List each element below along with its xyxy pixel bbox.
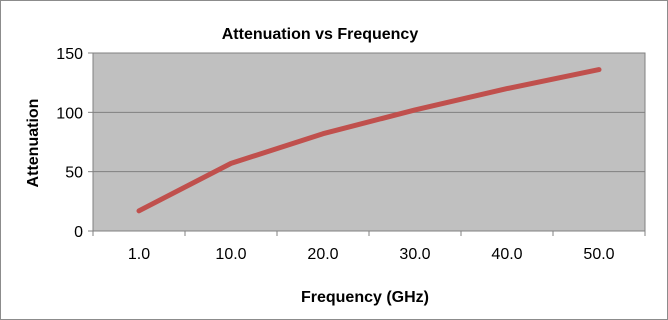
y-axis-ticks: 0 50 100 150 bbox=[56, 46, 93, 241]
x-tick-label: 50.0 bbox=[583, 246, 614, 263]
plot-area bbox=[92, 52, 646, 232]
series-group bbox=[136, 67, 602, 214]
y-tick-label: 50 bbox=[65, 165, 83, 182]
x-axis-title: Frequency (GHz) bbox=[301, 289, 429, 306]
x-axis-ticks: 1.0 10.0 20.0 30.0 40.0 50.0 bbox=[92, 231, 646, 263]
x-tick-label: 40.0 bbox=[491, 246, 522, 263]
gridlines bbox=[93, 111, 645, 173]
x-tick-label: 1.0 bbox=[128, 246, 150, 263]
y-axis-title: Attenuation bbox=[25, 99, 42, 188]
chart-title: Attenuation vs Frequency bbox=[222, 26, 419, 43]
y-tick-label: 0 bbox=[74, 224, 83, 241]
x-tick-label: 10.0 bbox=[215, 246, 246, 263]
y-tick-label: 150 bbox=[56, 46, 83, 63]
series-line-0 bbox=[136, 67, 602, 214]
x-tick-label: 20.0 bbox=[307, 246, 338, 263]
y-tick-label: 100 bbox=[56, 105, 83, 122]
x-tick-label: 30.0 bbox=[399, 246, 430, 263]
